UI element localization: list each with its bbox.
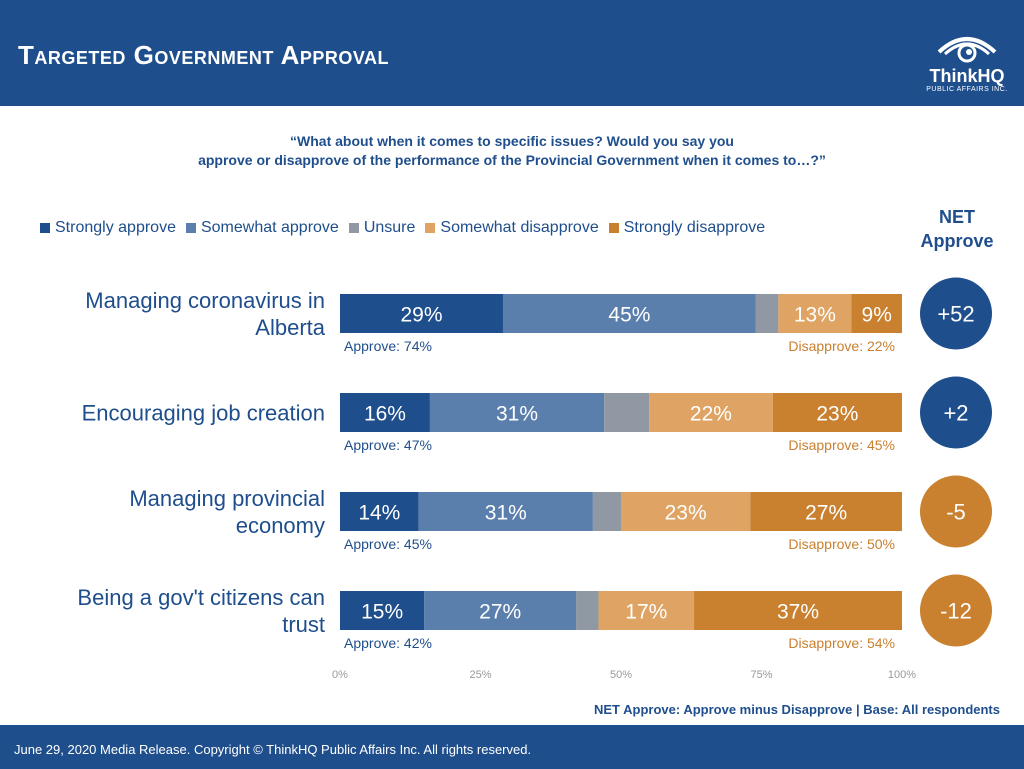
legend-item-somewhat-approve: Somewhat approve (185, 219, 339, 237)
net-approve-value: +52 (937, 302, 974, 327)
footer-note: NET Approve: Approve minus Disapprove | … (594, 702, 1000, 717)
bar-segment-somewhat-disapprove (649, 393, 773, 432)
data-label: 31% (496, 403, 538, 426)
data-label: 23% (816, 403, 858, 426)
legend-label: Strongly disapprove (623, 219, 766, 236)
logo-text: ThinkHQ (929, 66, 1005, 86)
survey-question: “What about when it comes to specific is… (198, 133, 826, 168)
legend-item-unsure: Unsure (348, 219, 416, 237)
net-approve-title: NET Approve (920, 207, 994, 251)
bar-segment-unsure (604, 393, 650, 432)
bar-segment-somewhat-approve (424, 591, 577, 630)
legend-swatch (608, 223, 619, 233)
net-approve-value: -12 (940, 599, 972, 624)
bar-segment-somewhat-approve (429, 393, 605, 432)
bar-segment-somewhat-disapprove (598, 591, 695, 630)
data-label: 9% (862, 304, 892, 327)
legend-swatch (185, 223, 196, 233)
x-tick-label: 50% (610, 669, 632, 681)
thinkhq-logo: ThinkHQ PUBLIC AFFAIRS INC. (922, 32, 1012, 100)
bar-segment-somewhat-approve (418, 492, 593, 531)
data-label: 45% (608, 304, 650, 327)
data-label: 23% (665, 502, 707, 525)
x-tick-label: 25% (469, 669, 491, 681)
bar-segment-somewhat-disapprove (778, 294, 852, 333)
legend-swatch (40, 223, 50, 233)
page-title: Targeted Government Approval (18, 40, 390, 70)
net-approve-circle (920, 574, 992, 647)
data-label: 22% (690, 403, 732, 426)
header-bar: Targeted Government Approval ThinkHQ PUB… (0, 0, 1024, 106)
legend-label: Somewhat disapprove (440, 219, 599, 236)
stacked-bar-chart: Managing coronavirus in Alberta 29% 45% 13% 9… (77, 277, 992, 681)
category-label: Encouraging job creation (82, 401, 325, 426)
data-label: 31% (485, 502, 527, 525)
approve-total-label: Approve: 47% (344, 437, 432, 453)
footer-bar: June 29, 2020 Media Release. Copyright ©… (0, 725, 1024, 769)
disapprove-total-label: Disapprove: 22% (788, 338, 895, 354)
bar-segment-somewhat-approve (502, 294, 756, 333)
bar-segment-strongly-disapprove (750, 492, 902, 531)
disapprove-total-label: Disapprove: 50% (788, 536, 895, 552)
bar-segment-unsure (592, 492, 621, 531)
x-tick-label: 75% (750, 669, 772, 681)
x-tick-label: 100% (888, 669, 916, 681)
legend-item-strongly-approve: Strongly approve (40, 219, 176, 237)
legend-label: Strongly approve (55, 219, 176, 236)
data-label: 16% (364, 403, 406, 426)
net-approve-value: -5 (946, 500, 966, 525)
x-tick-label: 0% (332, 669, 348, 681)
approve-total-label: Approve: 42% (344, 635, 432, 651)
category-label: Being a gov't citizens can trust (77, 585, 325, 637)
data-label: 29% (400, 304, 442, 327)
data-label: 27% (479, 601, 521, 624)
logo-subtext: PUBLIC AFFAIRS INC. (926, 86, 1008, 93)
bar-segment-unsure (755, 294, 779, 333)
copyright-text: June 29, 2020 Media Release. Copyright ©… (14, 742, 532, 757)
bar-segment-strongly-approve (340, 393, 430, 432)
net-approve-circle (920, 277, 992, 350)
bar-segment-strongly-approve (340, 492, 419, 531)
data-label: 15% (361, 601, 403, 624)
legend-label: Unsure (363, 219, 416, 236)
legend-swatch (425, 223, 436, 233)
bar-segment-strongly-disapprove (772, 393, 902, 432)
category-label: Managing provincial economy (129, 486, 325, 538)
data-label: 37% (777, 601, 819, 624)
data-label: 27% (805, 502, 847, 525)
category-label: Managing coronavirus in Alberta (85, 288, 325, 340)
bar-segment-strongly-disapprove (694, 591, 902, 630)
bar-segment-somewhat-disapprove (621, 492, 751, 531)
legend-label: Somewhat approve (200, 219, 339, 236)
data-label: 17% (625, 601, 667, 624)
net-approve-value: +2 (943, 401, 968, 426)
net-approve-circle (920, 475, 992, 548)
data-label: 13% (794, 304, 836, 327)
disapprove-total-label: Disapprove: 45% (788, 437, 895, 453)
bar-segment-strongly-approve (340, 591, 425, 630)
approve-total-label: Approve: 74% (344, 338, 432, 354)
disapprove-total-label: Disapprove: 54% (788, 635, 895, 651)
bar-segment-unsure (576, 591, 599, 630)
legend-swatch (348, 223, 359, 233)
data-label: 14% (358, 502, 400, 525)
bar-segment-strongly-approve (340, 294, 503, 333)
net-approve-circle (920, 376, 992, 449)
bar-segment-strongly-disapprove (851, 294, 902, 333)
eye-icon (937, 37, 997, 63)
chart-legend: Strongly approve Somewhat approve Unsure… (40, 217, 765, 239)
legend-item-strongly-disapprove: Strongly disapprove (608, 219, 766, 237)
approve-total-label: Approve: 45% (344, 536, 432, 552)
legend-item-somewhat-disapprove: Somewhat disapprove (425, 219, 599, 237)
